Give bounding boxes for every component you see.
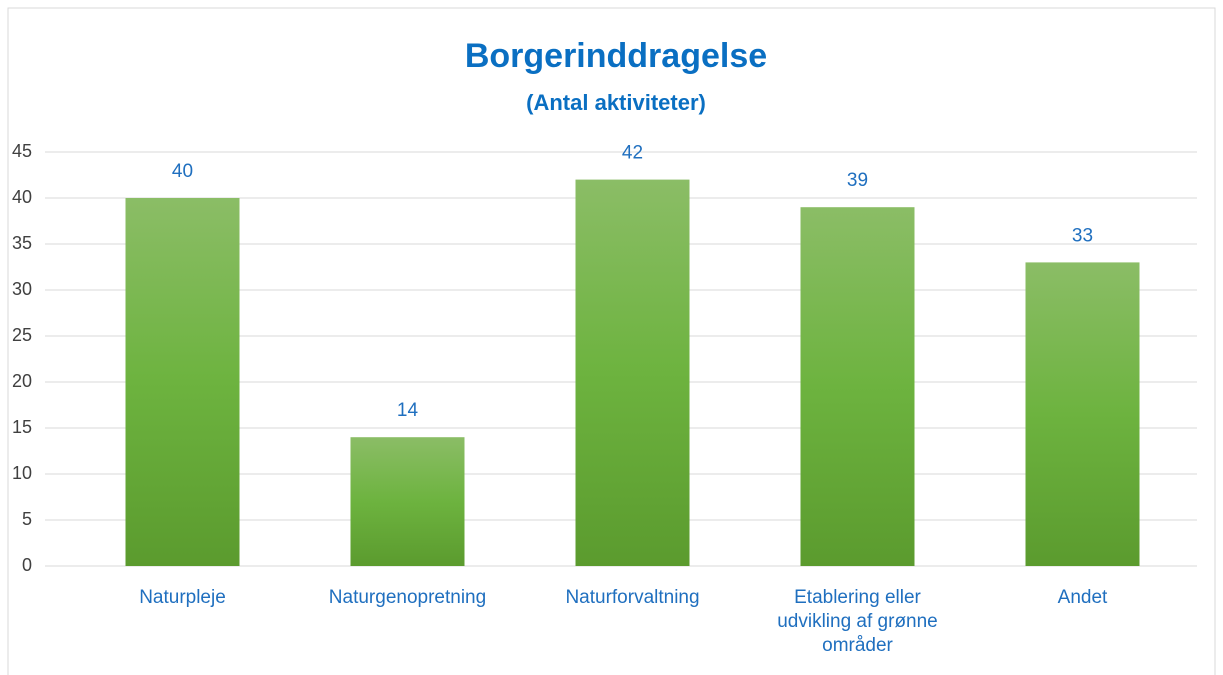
data-label: 39 (847, 170, 868, 191)
chart-title: Borgerinddragelse (465, 37, 767, 75)
y-tick-label: 20 (12, 371, 32, 391)
data-label: 33 (1072, 225, 1093, 246)
y-tick-label: 35 (12, 233, 32, 253)
x-tick-label: Naturgenopretning (328, 587, 487, 608)
bar (800, 207, 915, 566)
data-label: 14 (397, 400, 419, 421)
y-tick-label: 5 (22, 509, 32, 529)
bar (350, 437, 465, 566)
bar (125, 198, 240, 566)
x-tick-label: Andet (1057, 587, 1108, 608)
chart-subtitle: (Antal aktiviteter) (526, 90, 706, 115)
x-tick-label: Naturpleje (139, 587, 226, 608)
y-tick-label: 40 (12, 187, 32, 207)
y-tick-label: 0 (22, 555, 32, 575)
data-label: 42 (622, 143, 643, 164)
y-tick-label: 25 (12, 325, 32, 345)
y-tick-label: 30 (12, 279, 32, 299)
x-tick-label: Etablering eller udvikling af grønne omr… (777, 587, 938, 656)
x-tick-label: Naturforvaltning (565, 587, 700, 608)
chart-border (7, 7, 1216, 675)
y-tick-label: 45 (12, 141, 32, 161)
bar (575, 179, 690, 566)
y-tick-label: 15 (12, 417, 32, 437)
bar (1025, 262, 1140, 566)
data-label: 40 (172, 161, 193, 182)
y-tick-label: 10 (12, 463, 32, 483)
